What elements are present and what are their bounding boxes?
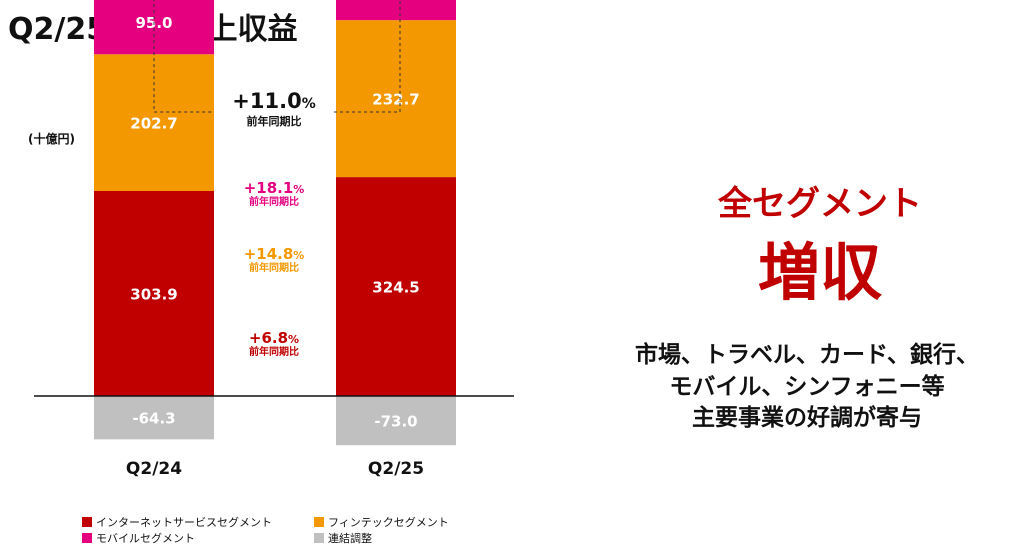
legend-item-adjustment: 連結調整 xyxy=(314,530,372,546)
growth-fintech: +14.8% 前年同期比 xyxy=(222,245,326,275)
bar-segment-internet xyxy=(336,177,456,396)
growth-internet-percent: % xyxy=(288,333,300,346)
legend-swatch xyxy=(82,533,92,543)
highlight-line: モバイル、シンフォニー等 xyxy=(669,373,945,400)
unit-label: (十億円) xyxy=(28,132,75,146)
value-label-adjustment: -73.0 xyxy=(374,413,417,431)
growth-internet-value: +6.8 xyxy=(248,329,289,347)
overall-growth-sub: 前年同期比 xyxy=(246,115,302,129)
highlight-subtitle: 増収 xyxy=(757,236,882,309)
highlight-body: 市場、トラベル、カード、銀行、 モバイル、シンフォニー等 主要事業の好調が寄与 xyxy=(590,340,1024,435)
growth-fintech-value: +14.8 xyxy=(243,245,294,263)
growth-mobile-percent: % xyxy=(293,183,305,196)
bar-segment-adjustment xyxy=(336,396,456,446)
legend-label: インターネットサービスセグメント xyxy=(96,516,272,529)
legend-item-mobile: モバイルセグメント xyxy=(82,530,195,546)
legend-swatch xyxy=(82,517,92,527)
highlight-title: 全セグメント xyxy=(718,184,922,224)
growth-internet: +6.8% 前年同期比 xyxy=(222,329,326,359)
bar-segment-adjustment xyxy=(94,396,214,440)
legend-swatch xyxy=(314,517,324,527)
highlight-line: 主要事業の好調が寄与 xyxy=(692,405,922,432)
stacked-bar-chart: 303.9202.795.0-64.3537.3Q2/24324.5232.71… xyxy=(34,0,514,479)
growth-bracket-right xyxy=(334,0,401,113)
overall-growth-value: +11.0 xyxy=(232,89,302,113)
legend-label: モバイルセグメント xyxy=(96,532,195,545)
value-label-fintech: 202.7 xyxy=(130,115,177,133)
growth-fintech-percent: % xyxy=(293,249,305,262)
growth-fintech-sub: 前年同期比 xyxy=(249,263,299,275)
bar-segment-mobile xyxy=(336,0,456,21)
category-label: Q2/25 xyxy=(368,459,424,479)
legend-swatch xyxy=(314,533,324,543)
category-label: Q2/24 xyxy=(126,459,182,479)
growth-bracket-left xyxy=(153,0,214,113)
bar-segment-mobile xyxy=(94,0,214,55)
overall-growth: +11.0% 前年同期比 xyxy=(210,89,338,129)
value-label-adjustment: -64.3 xyxy=(132,410,175,428)
growth-internet-sub: 前年同期比 xyxy=(249,347,299,359)
bar-segment-internet xyxy=(94,191,214,396)
legend-label: 連結調整 xyxy=(328,532,372,545)
highlight-line: 市場、トラベル、カード、銀行、 xyxy=(634,342,980,368)
value-label-internet: 324.5 xyxy=(372,279,419,297)
growth-mobile-value: +18.1 xyxy=(243,179,294,197)
growth-mobile: +18.1% 前年同期比 xyxy=(222,179,326,209)
legend-item-internet: インターネットサービスセグメント xyxy=(82,514,272,530)
legend-label: フィンテックセグメント xyxy=(328,516,449,529)
growth-mobile-sub: 前年同期比 xyxy=(249,197,299,209)
value-label-fintech: 232.7 xyxy=(372,91,419,109)
value-label-internet: 303.9 xyxy=(130,286,177,304)
overall-growth-percent: % xyxy=(301,96,316,112)
legend-item-fintech: フィンテックセグメント xyxy=(314,514,449,530)
bar-segment-fintech xyxy=(336,20,456,178)
